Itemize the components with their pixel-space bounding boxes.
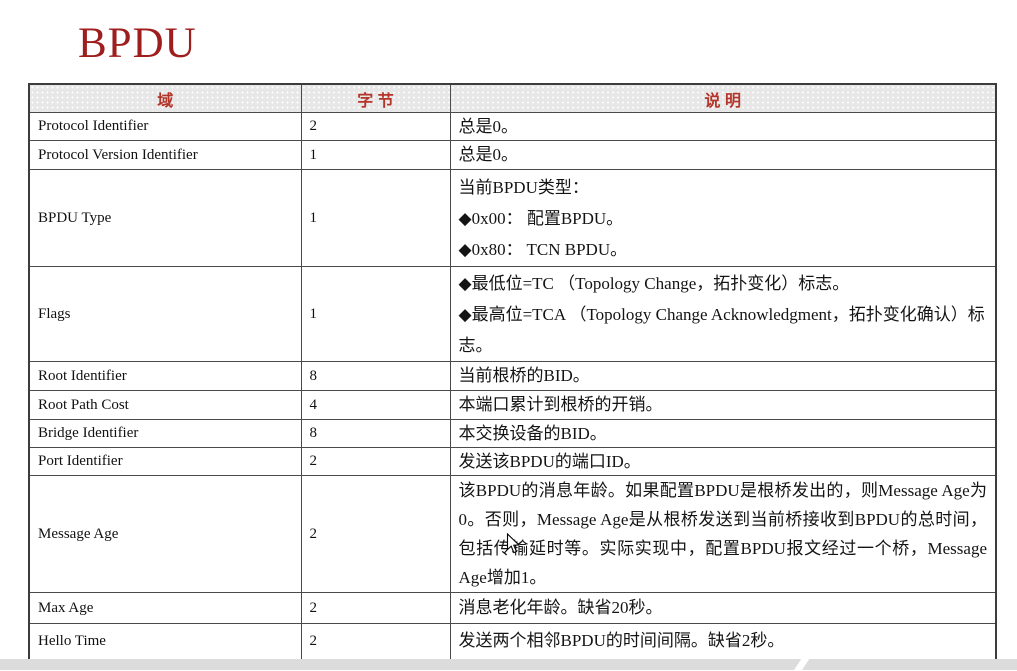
bytes-cell: 8	[300, 419, 451, 448]
description-line: 消息老化年龄。缺省20秒。	[458, 598, 663, 617]
field-name-cell: Max Age	[28, 592, 302, 624]
table-row: Port Identifier 2 发送该BPDU的端口ID。	[28, 447, 997, 476]
bytes-cell: 2	[300, 475, 451, 593]
description-line: 发送两个相邻BPDU的时间间隔。缺省2秒。	[458, 631, 785, 651]
header-bytes-column: 字 节	[300, 83, 451, 113]
description-line: 当前BPDU类型：	[458, 177, 589, 197]
description-line: ◆最低位=TC （Topology Change，拓扑变化）标志。	[458, 273, 850, 293]
description-cell: 本交换设备的BID。	[449, 419, 997, 448]
table-header-row: 域 字 节 说 明	[28, 83, 997, 113]
bytes-cell: 2	[300, 112, 451, 141]
field-name-cell: Message Age	[28, 475, 302, 593]
field-name-cell: Flags	[28, 266, 302, 362]
field-name-cell: Bridge Identifier	[28, 419, 302, 448]
table-row: Protocol Identifier 2 总是0。	[28, 112, 997, 141]
description-line: 总是0。	[458, 145, 519, 164]
description-cell: 总是0。	[449, 140, 997, 170]
field-name-cell: Port Identifier	[28, 447, 302, 476]
description-cell: 发送该BPDU的端口ID。	[449, 447, 997, 476]
bpdu-field-table: 域 字 节 说 明 Protocol Identifier 2 总是0。 Protoc…	[28, 83, 997, 661]
table-row: Message Age 2 该BPDU的消息年龄。如果配置BPDU是根桥发出的，则M…	[28, 475, 997, 593]
bytes-cell: 2	[300, 447, 451, 476]
description-cell: 总是0。	[449, 112, 997, 141]
bpdu-table-body: Protocol Identifier 2 总是0。 Protocol Version…	[28, 112, 997, 660]
field-name-cell: Root Path Cost	[28, 390, 302, 420]
description-line: 本交换设备的BID。	[458, 423, 607, 443]
description-line: 总是0。	[458, 116, 519, 136]
bytes-cell: 2	[300, 623, 451, 660]
table-row: Bridge Identifier 8 本交换设备的BID。	[28, 419, 997, 448]
description-line: 发送该BPDU的端口ID。	[458, 451, 641, 471]
description-cell: 本端口累计到根桥的开销。	[449, 390, 997, 420]
description-cell: 该BPDU的消息年龄。如果配置BPDU是根桥发出的，则Message Age为0…	[449, 475, 997, 593]
description-line: ◆0x00： 配置BPDU。	[458, 208, 624, 228]
bytes-cell: 8	[300, 361, 451, 391]
header-description-column: 说 明	[449, 83, 997, 113]
bytes-cell: 4	[300, 390, 451, 420]
description-cell: 当前BPDU类型： ◆0x00： 配置BPDU。 ◆0x80： TCN BPDU。	[449, 169, 997, 267]
field-name-cell: Root Identifier	[28, 361, 302, 391]
field-name-cell: Hello Time	[28, 623, 302, 660]
description-line: 当前根桥的BID。	[458, 366, 590, 385]
header-field-column: 域	[28, 83, 302, 113]
description-line: ◆0x80： TCN BPDU。	[458, 239, 628, 259]
bytes-cell: 1	[300, 140, 451, 170]
table-row: Hello Time 2 发送两个相邻BPDU的时间间隔。缺省2秒。	[28, 623, 997, 660]
bytes-cell: 2	[300, 592, 451, 624]
table-row: BPDU Type 1 当前BPDU类型： ◆0x00： 配置BPDU。 ◆0x80： …	[28, 169, 997, 267]
bytes-cell: 1	[300, 266, 451, 362]
field-name-cell: BPDU Type	[28, 169, 302, 267]
table-row: Protocol Version Identifier 1 总是0。	[28, 140, 997, 170]
page-title: BPDU	[78, 20, 197, 67]
field-name-cell: Protocol Version Identifier	[28, 140, 302, 170]
slide-footer-bar	[0, 659, 1017, 670]
description-cell: 当前根桥的BID。	[449, 361, 997, 391]
field-name-cell: Protocol Identifier	[28, 112, 302, 141]
description-line: 该BPDU的消息年龄。如果配置BPDU是根桥发出的，则Message Age为0…	[458, 481, 988, 587]
table-row: Root Identifier 8 当前根桥的BID。	[28, 361, 997, 391]
bytes-cell: 1	[300, 169, 451, 267]
table-row: Max Age 2 消息老化年龄。缺省20秒。	[28, 592, 997, 624]
description-cell: 发送两个相邻BPDU的时间间隔。缺省2秒。	[449, 623, 997, 660]
description-line: ◆最高位=TCA （Topology Change Acknowledgment…	[458, 304, 985, 355]
table-row: Flags 1 ◆最低位=TC （Topology Change，拓扑变化）标志。 ◆…	[28, 266, 997, 362]
description-cell: 消息老化年龄。缺省20秒。	[449, 592, 997, 624]
description-cell: ◆最低位=TC （Topology Change，拓扑变化）标志。 ◆最高位=TC…	[449, 266, 997, 362]
table-row: Root Path Cost 4 本端口累计到根桥的开销。	[28, 390, 997, 420]
description-line: 本端口累计到根桥的开销。	[458, 395, 663, 414]
